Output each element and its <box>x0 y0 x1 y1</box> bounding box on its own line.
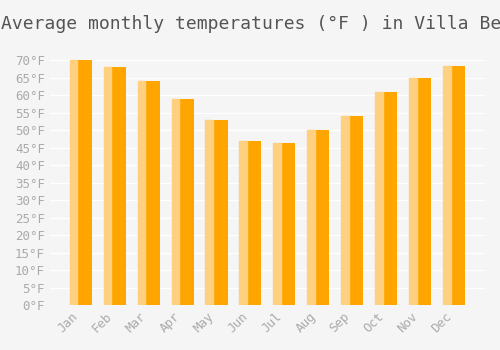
Bar <box>274 142 295 305</box>
Bar <box>172 99 194 305</box>
Bar <box>70 60 92 305</box>
Bar <box>104 67 112 305</box>
Title: Average monthly temperatures (°F ) in Villa Berna: Average monthly temperatures (°F ) in Vi… <box>1 15 500 33</box>
Bar <box>70 60 78 305</box>
Bar <box>443 65 465 305</box>
Bar <box>409 78 417 305</box>
Bar <box>375 92 383 305</box>
Bar <box>443 65 451 305</box>
Bar <box>206 120 228 305</box>
Bar <box>138 81 160 305</box>
Bar <box>274 142 281 305</box>
Bar <box>308 130 315 305</box>
Bar <box>206 120 213 305</box>
Bar <box>308 130 330 305</box>
Bar <box>409 78 432 305</box>
Bar <box>172 99 179 305</box>
Bar <box>240 141 262 305</box>
Bar <box>342 116 349 305</box>
Bar <box>375 92 398 305</box>
Bar <box>138 81 145 305</box>
Bar <box>104 67 126 305</box>
Bar <box>240 141 247 305</box>
Bar <box>342 116 363 305</box>
